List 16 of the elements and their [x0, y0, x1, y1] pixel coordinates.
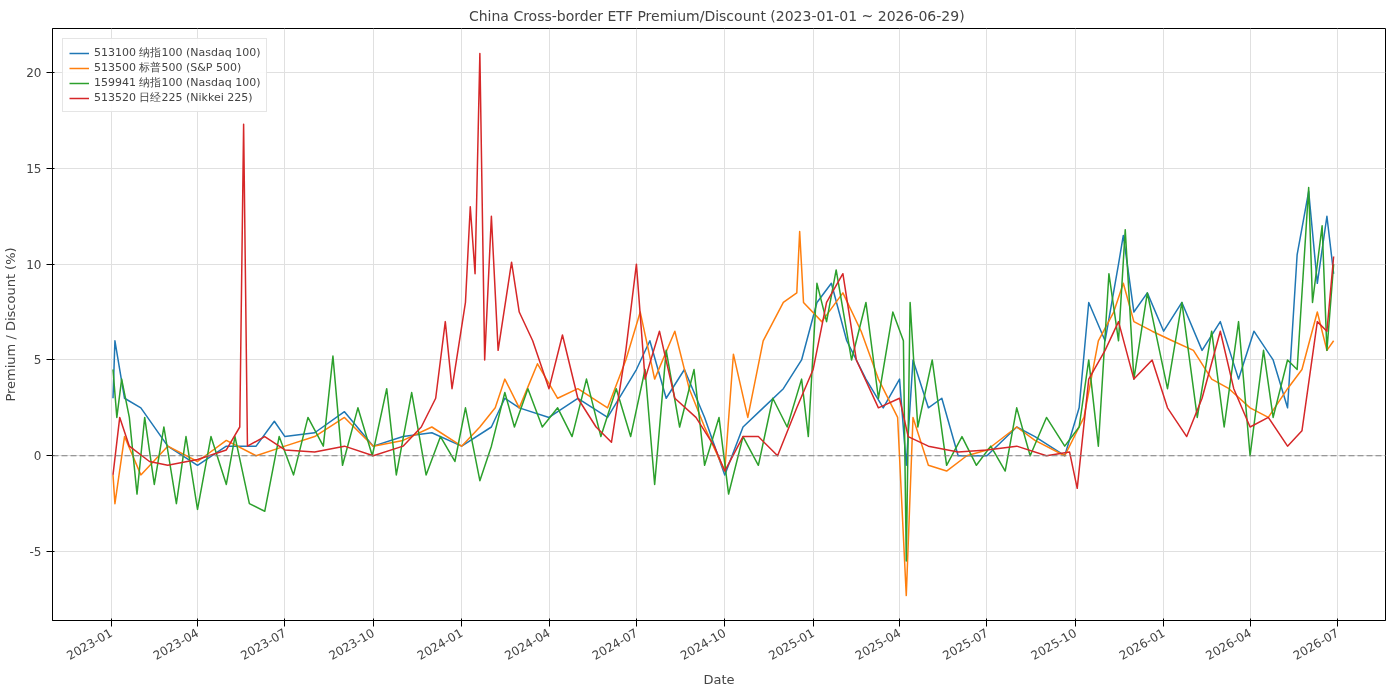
y-tick-label: 20 [26, 66, 42, 81]
chart-title: China Cross-border ETF Premium/Discount (2023-01-01 ~ 2026-06-29) [468, 7, 965, 24]
line-series [112, 186, 1335, 562]
legend-label: 159941 纳指100 (Nasdaq 100) [94, 75, 261, 90]
y-axis-title: Premium / Discount (%) [3, 247, 19, 402]
y-tick-label: 10 [26, 257, 42, 272]
y-tick-label: 15 [26, 161, 42, 176]
legend-label: 513500 标普500 (S&P 500) [94, 60, 242, 75]
legend-label: 513100 纳指100 (Nasdaq 100) [94, 45, 261, 60]
line-series [112, 190, 1335, 476]
y-tick-label: 0 [33, 449, 42, 464]
y-tick-label: -5 [29, 545, 42, 560]
y-tick-label: 5 [33, 353, 42, 368]
x-axis-title: Date [703, 672, 735, 688]
legend-label: 513520 日经225 (Nikkei 225) [94, 90, 253, 105]
line-series [112, 230, 1335, 597]
